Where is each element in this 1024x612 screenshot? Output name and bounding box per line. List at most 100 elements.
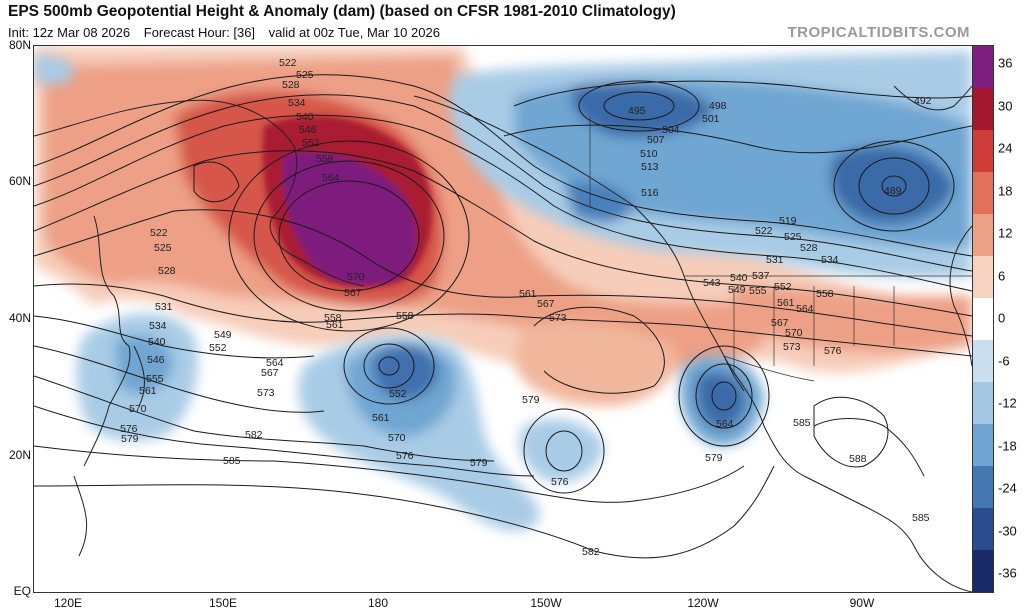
svg-text:513: 513	[641, 161, 659, 173]
lon-label-180: 180	[367, 596, 389, 610]
svg-text:561: 561	[326, 319, 344, 331]
lon-label-90w: 90W	[849, 596, 875, 610]
colorbar-tick-label: -36	[998, 565, 1017, 581]
svg-text:528: 528	[282, 79, 300, 91]
colorbar-tick-label: 12	[998, 225, 1013, 241]
svg-text:585: 585	[912, 512, 930, 524]
svg-text:579: 579	[705, 452, 723, 464]
svg-text:570: 570	[347, 271, 365, 283]
colorbar-tick-label: -30	[998, 523, 1017, 538]
svg-text:552: 552	[302, 137, 320, 149]
coastlines	[34, 85, 972, 592]
map-subtitle: Init: 12z Mar 08 2026 Forecast Hour: [36…	[8, 25, 450, 40]
colorbar-segment	[973, 130, 993, 172]
init-time: Init: 12z Mar 08 2026	[8, 25, 131, 40]
svg-text:498: 498	[709, 100, 727, 112]
colorbar-tick-label: 6	[998, 268, 1006, 283]
svg-text:576: 576	[396, 450, 414, 462]
svg-text:522: 522	[279, 57, 297, 69]
svg-text:528: 528	[158, 265, 176, 277]
svg-text:558: 558	[324, 312, 342, 324]
svg-text:579: 579	[470, 457, 488, 469]
colorbar-tick-label: -18	[998, 438, 1017, 453]
colorbar-tick-label: 24	[998, 140, 1013, 156]
svg-text:546: 546	[299, 124, 317, 136]
lon-label-120e: 120E	[53, 596, 83, 610]
svg-text:531: 531	[155, 301, 173, 313]
svg-text:582: 582	[582, 546, 600, 558]
svg-text:576: 576	[551, 476, 569, 488]
colorbar-tick-label: 36	[998, 55, 1013, 71]
colorbar-segment	[973, 550, 993, 592]
svg-text:561: 561	[139, 385, 157, 397]
colorbar-segment	[973, 256, 993, 298]
svg-text:552: 552	[774, 281, 792, 293]
map-panel: 522 525 528 534 540 546 552 558 564 570 567 561 …	[33, 45, 973, 593]
svg-text:576: 576	[824, 345, 842, 357]
svg-text:528: 528	[800, 242, 818, 254]
colorbar-segment	[973, 298, 993, 340]
svg-text:546: 546	[147, 354, 165, 366]
svg-text:525: 525	[784, 231, 802, 243]
svg-text:534: 534	[149, 320, 167, 332]
svg-text:570: 570	[388, 432, 406, 444]
svg-text:567: 567	[261, 367, 279, 379]
svg-text:552: 552	[209, 342, 227, 354]
svg-text:537: 537	[752, 270, 770, 282]
svg-text:543: 543	[703, 277, 721, 289]
svg-text:582: 582	[245, 429, 263, 441]
lat-label-20n: 20N	[8, 448, 31, 462]
svg-text:567: 567	[537, 298, 555, 310]
svg-text:567: 567	[344, 287, 362, 299]
valid-time: valid at 00z Tue, Mar 10 2026	[268, 25, 440, 40]
svg-text:507: 507	[647, 134, 665, 146]
strong-positive-anomaly	[262, 116, 433, 288]
svg-text:567: 567	[771, 317, 789, 329]
lat-label-40n: 40N	[8, 311, 31, 325]
svg-text:522: 522	[755, 225, 773, 237]
svg-text:540: 540	[296, 111, 314, 123]
svg-text:549: 549	[214, 329, 232, 341]
anomaly-colorbar	[972, 45, 994, 593]
colorbar-tick-label: -12	[998, 395, 1017, 411]
svg-text:573: 573	[257, 387, 275, 399]
svg-text:570: 570	[129, 403, 147, 415]
svg-text:504: 504	[662, 124, 680, 136]
colorbar-tick-label: 0	[998, 310, 1006, 326]
svg-text:576: 576	[120, 423, 138, 435]
svg-text:516: 516	[641, 187, 659, 199]
svg-text:558: 558	[816, 288, 834, 300]
svg-text:531: 531	[766, 254, 784, 266]
colorbar-tick-label: -24	[998, 480, 1017, 496]
colorbar-segment	[973, 172, 993, 214]
svg-text:579: 579	[522, 394, 540, 406]
colorbar-segment	[973, 88, 993, 130]
svg-text:555: 555	[749, 285, 767, 297]
colorbar-segment	[973, 46, 993, 88]
colorbar-segment	[973, 424, 993, 466]
colorbar-tick-label: -6	[998, 353, 1010, 368]
svg-text:561: 561	[519, 288, 537, 300]
colorbar-tick-label: 18	[998, 183, 1013, 198]
svg-text:519: 519	[779, 215, 797, 227]
svg-text:573: 573	[783, 341, 801, 353]
colorbar-segment	[973, 508, 993, 550]
svg-text:492: 492	[914, 95, 932, 107]
svg-text:540: 540	[730, 272, 748, 284]
height-contours	[34, 74, 972, 559]
svg-text:540: 540	[148, 336, 166, 348]
svg-text:549: 549	[728, 284, 746, 296]
colorbar-tick-label: 30	[998, 98, 1013, 113]
brand-watermark: TROPICALTIDBITS.COM	[787, 24, 970, 41]
svg-text:564: 564	[716, 418, 734, 430]
svg-text:564: 564	[796, 303, 814, 315]
map-title: EPS 500mb Geopotential Height & Anomaly …	[8, 3, 676, 20]
lat-label-80n: 80N	[8, 38, 31, 52]
svg-text:525: 525	[296, 69, 314, 81]
colorbar-segment	[973, 340, 993, 382]
svg-text:522: 522	[150, 227, 168, 239]
colorbar-segment	[973, 382, 993, 424]
svg-text:489: 489	[884, 185, 902, 197]
